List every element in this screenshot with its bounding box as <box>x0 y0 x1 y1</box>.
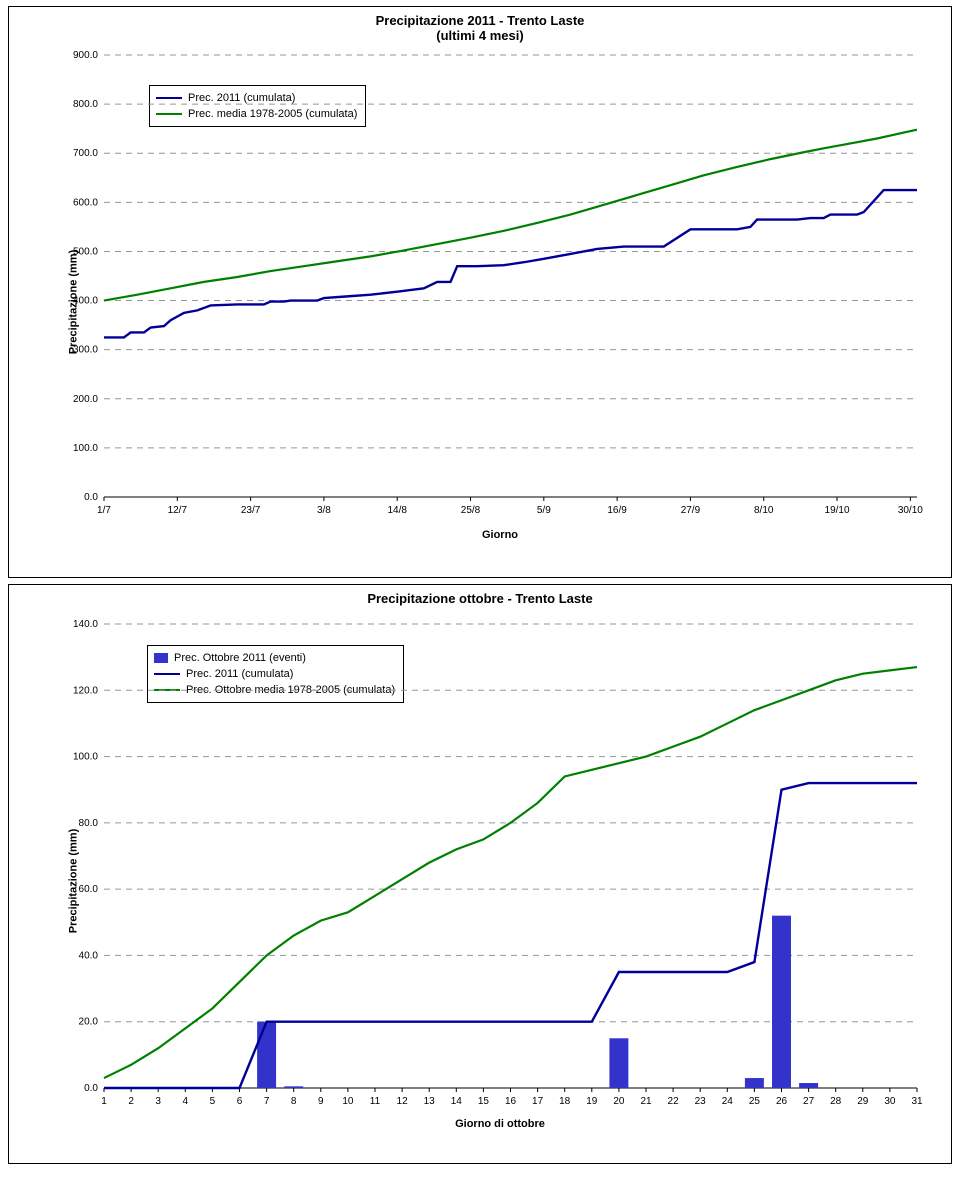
svg-text:28: 28 <box>830 1096 842 1107</box>
svg-text:0.0: 0.0 <box>84 492 98 503</box>
svg-text:10: 10 <box>342 1096 354 1107</box>
svg-text:12: 12 <box>397 1096 409 1107</box>
svg-text:13: 13 <box>424 1096 436 1107</box>
chart2-panel: Precipitazione ottobre - Trento Laste Pr… <box>8 584 952 1164</box>
svg-text:27: 27 <box>803 1096 815 1107</box>
svg-text:24: 24 <box>722 1096 734 1107</box>
svg-text:16/9: 16/9 <box>607 505 627 516</box>
svg-text:19/10: 19/10 <box>825 505 850 516</box>
svg-text:15: 15 <box>478 1096 490 1107</box>
svg-text:14: 14 <box>451 1096 463 1107</box>
svg-text:60.0: 60.0 <box>79 884 99 895</box>
svg-text:5/9: 5/9 <box>537 505 551 516</box>
svg-text:7: 7 <box>264 1096 270 1107</box>
svg-text:22: 22 <box>668 1096 680 1107</box>
svg-text:25/8: 25/8 <box>461 505 481 516</box>
svg-text:21: 21 <box>640 1096 652 1107</box>
svg-text:1: 1 <box>101 1096 107 1107</box>
chart2-ylabel: Precipitazione (mm) <box>67 829 79 934</box>
svg-text:18: 18 <box>559 1096 571 1107</box>
svg-text:8/10: 8/10 <box>754 505 774 516</box>
svg-text:200.0: 200.0 <box>73 394 98 405</box>
svg-text:2: 2 <box>128 1096 134 1107</box>
svg-text:0.0: 0.0 <box>84 1083 98 1094</box>
svg-text:23/7: 23/7 <box>241 505 261 516</box>
chart1-svg: 0.0100.0200.0300.0400.0500.0600.0700.080… <box>59 47 929 527</box>
svg-text:27/9: 27/9 <box>681 505 701 516</box>
svg-text:120.0: 120.0 <box>73 685 98 696</box>
svg-text:800.0: 800.0 <box>73 99 98 110</box>
svg-text:25: 25 <box>749 1096 761 1107</box>
svg-text:30/10: 30/10 <box>898 505 923 516</box>
svg-text:31: 31 <box>911 1096 923 1107</box>
svg-text:12/7: 12/7 <box>168 505 188 516</box>
svg-text:11: 11 <box>370 1096 381 1107</box>
svg-text:100.0: 100.0 <box>73 752 98 763</box>
svg-text:17: 17 <box>532 1096 544 1107</box>
svg-text:8: 8 <box>291 1096 297 1107</box>
svg-text:9: 9 <box>318 1096 324 1107</box>
svg-text:14/8: 14/8 <box>387 505 407 516</box>
svg-text:3/8: 3/8 <box>317 505 331 516</box>
chart2-wrap: Precipitazione (mm) 0.0 20.0 40.0 60.0 80.0 1… <box>9 616 951 1146</box>
svg-text:16: 16 <box>505 1096 517 1107</box>
svg-text:20: 20 <box>613 1096 625 1107</box>
svg-text:19: 19 <box>586 1096 598 1107</box>
chart1-subtitle: (ultimi 4 mesi) <box>9 28 951 47</box>
svg-text:700.0: 700.0 <box>73 148 98 159</box>
page: Precipitazione 2011 - Trento Laste (ulti… <box>0 6 960 1164</box>
svg-text:40.0: 40.0 <box>79 950 99 961</box>
svg-text:5: 5 <box>210 1096 216 1107</box>
svg-text:23: 23 <box>695 1096 707 1107</box>
svg-text:20.0: 20.0 <box>79 1017 99 1028</box>
svg-text:140.0: 140.0 <box>73 619 98 630</box>
chart2-title: Precipitazione ottobre - Trento Laste <box>9 585 951 616</box>
svg-text:600.0: 600.0 <box>73 197 98 208</box>
chart1-title: Precipitazione 2011 - Trento Laste <box>9 7 951 28</box>
svg-text:900.0: 900.0 <box>73 50 98 61</box>
chart1-panel: Precipitazione 2011 - Trento Laste (ulti… <box>8 6 952 578</box>
svg-text:30: 30 <box>884 1096 896 1107</box>
svg-text:6: 6 <box>237 1096 243 1107</box>
svg-text:1/7: 1/7 <box>97 505 111 516</box>
svg-text:100.0: 100.0 <box>73 443 98 454</box>
svg-text:29: 29 <box>857 1096 869 1107</box>
chart2-svg: 0.020.040.060.080.0100.0120.0140.0123456… <box>59 616 929 1116</box>
svg-text:80.0: 80.0 <box>79 818 99 829</box>
svg-text:26: 26 <box>776 1096 788 1107</box>
chart1-wrap: Precipitazione (mm) 0.0100.0200.0300.040… <box>9 47 951 557</box>
svg-text:3: 3 <box>155 1096 161 1107</box>
chart1-ylabel: Precipitazione (mm) <box>67 250 79 355</box>
chart1-xlabel: Giorno <box>59 527 941 547</box>
chart2-xlabel: Giorno di ottobre <box>59 1116 941 1136</box>
svg-text:4: 4 <box>183 1096 189 1107</box>
